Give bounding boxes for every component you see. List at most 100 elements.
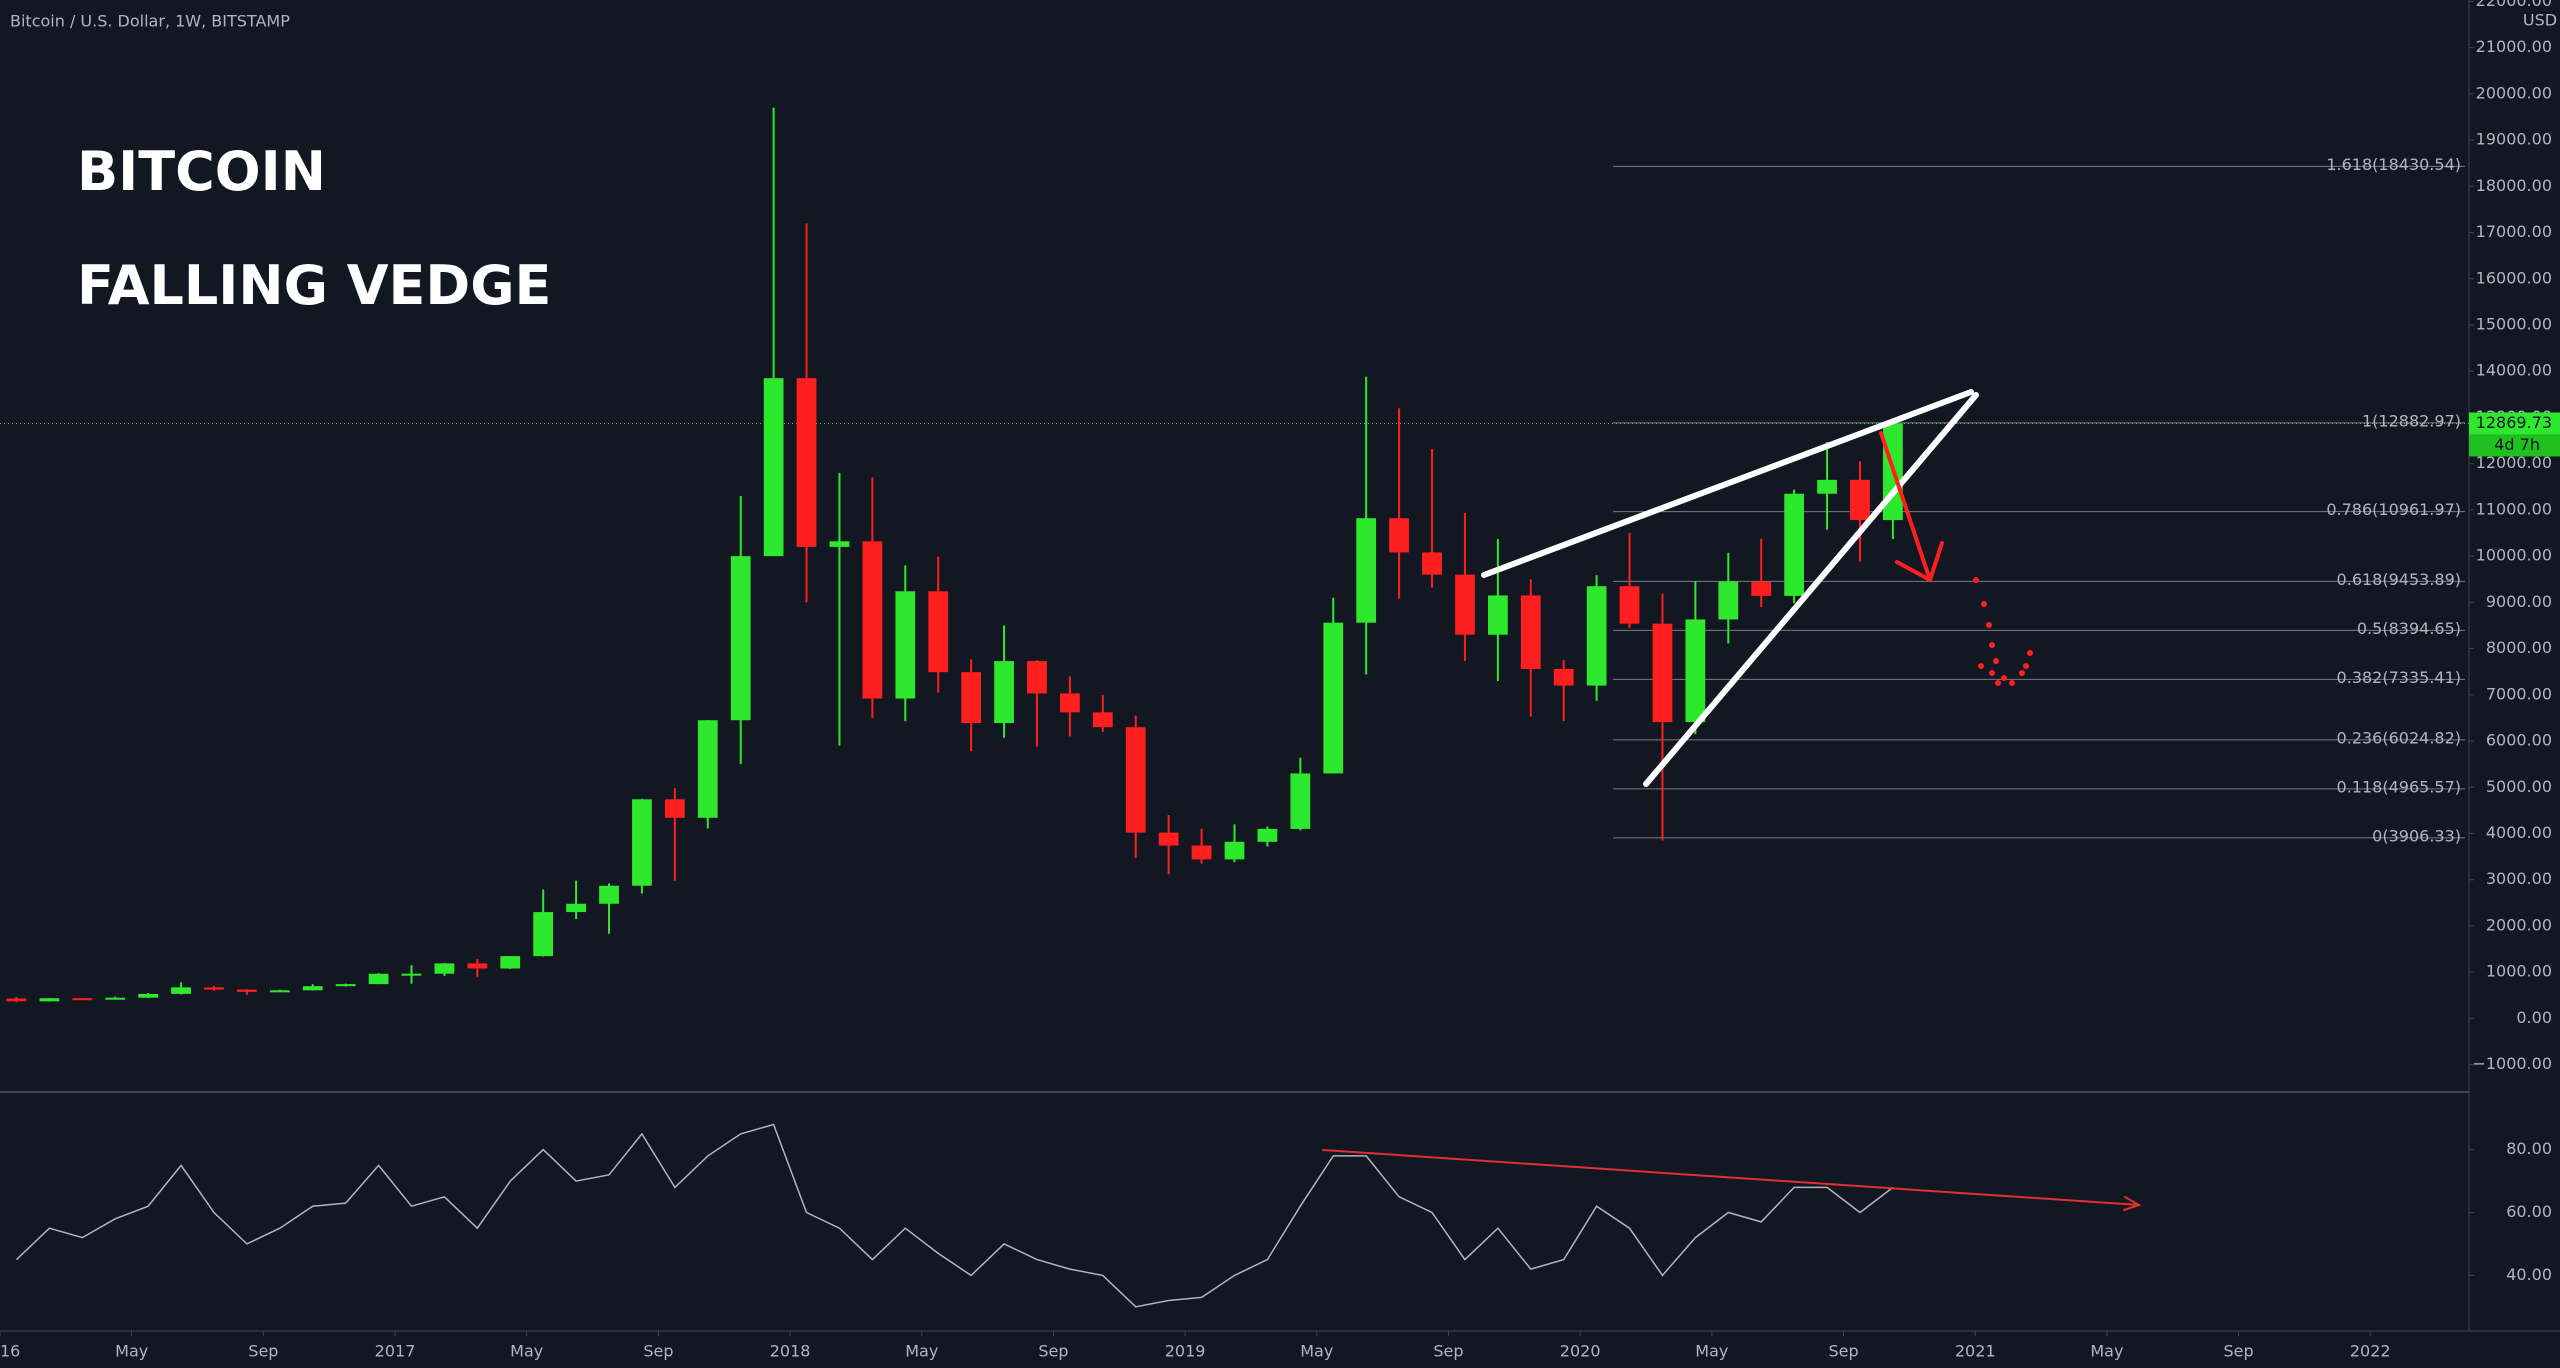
y-tick-label: 15000.00 [2476, 314, 2552, 333]
candle-body [961, 672, 982, 724]
candle-body [1027, 661, 1047, 694]
candle-body [1718, 581, 1739, 620]
candle-body [6, 998, 27, 1002]
y-tick-label: 12000.00 [2476, 453, 2552, 472]
candle-body [1422, 552, 1442, 575]
candle-body [500, 956, 521, 969]
candle-body [730, 556, 751, 721]
x-tick-label: May [905, 1342, 938, 1361]
y-tick-label: 0.00 [2516, 1008, 2552, 1027]
candle-body [533, 912, 554, 957]
candle-body [796, 378, 817, 547]
fib-label: 0.382(7335.41) [2337, 668, 2461, 687]
y-tick-label: 7000.00 [2486, 684, 2552, 703]
x-tick-label: Sep [248, 1342, 278, 1361]
y-tick-label: 2000.00 [2486, 915, 2552, 934]
candle-body [1257, 828, 1278, 842]
candle-body [237, 989, 257, 992]
x-tick-label: 2019 [1165, 1342, 1206, 1361]
fib-label: 0.618(9453.89) [2337, 570, 2461, 589]
candle-body [1487, 595, 1508, 635]
arrow [1879, 431, 1932, 582]
y-tick-label: 18000.00 [2476, 176, 2552, 195]
candle-body [829, 541, 850, 547]
candle-body [697, 720, 718, 818]
fib-label: 0.786(10961.97) [2326, 500, 2461, 519]
candle-body [72, 998, 93, 1001]
dots [1973, 577, 2033, 686]
y-tick-label: 10000.00 [2476, 546, 2552, 565]
candle-body [1224, 841, 1245, 860]
candle-body [1389, 518, 1409, 553]
candle-body [763, 378, 784, 557]
candle-body [599, 885, 619, 904]
y-tick-label: 1000.00 [2486, 962, 2552, 981]
candle-body [1191, 845, 1212, 860]
x-tick-label: 2018 [770, 1342, 811, 1361]
chart-title: Bitcoin / U.S. Dollar, 1W, BITSTAMP [10, 12, 290, 31]
candle-body [566, 903, 586, 913]
trendline [1643, 392, 1979, 787]
candle-body [1060, 693, 1080, 713]
x-tick-label: Sep [2223, 1342, 2253, 1361]
y-tick-label: 19000.00 [2476, 130, 2552, 149]
candle-body [1553, 668, 1574, 686]
candle-body [1586, 586, 1607, 686]
candle-body [335, 984, 356, 987]
candle-body [1158, 832, 1179, 846]
y-tick-label: −1000.00 [2472, 1054, 2552, 1073]
y-tick-label: 5000.00 [2486, 777, 2552, 796]
x-tick-label: 2017 [375, 1342, 416, 1361]
annotation: BITCOIN [77, 140, 326, 203]
fib-label: 0(3906.33) [2372, 826, 2461, 845]
candle-body [1125, 727, 1146, 833]
y-tick-label: 22000.00 [2476, 0, 2552, 10]
annotation: FALLING VEDGE [77, 254, 551, 317]
x-tick-label: Sep [1828, 1342, 1858, 1361]
candle-body [1817, 479, 1837, 494]
y-tick-label: 17000.00 [2476, 222, 2552, 241]
drawings [1322, 389, 2142, 1211]
y-tick-label: 9000.00 [2486, 592, 2552, 611]
rsi-trendline [1322, 1149, 2140, 1206]
y-tick-label: 4000.00 [2486, 823, 2552, 842]
x-tick-label: Sep [643, 1342, 673, 1361]
fib-label: 0.118(4965.57) [2337, 777, 2461, 796]
candle-body [862, 541, 883, 699]
arrow-head [2123, 1196, 2142, 1211]
x-tick-label: May [1695, 1342, 1728, 1361]
candle-body [105, 997, 126, 1000]
fib-label: 0.5(8394.65) [2357, 619, 2461, 638]
last-price-label: 12869.73 [2476, 413, 2552, 432]
countdown: 4d 7h [2494, 435, 2540, 454]
x-tick-label: 2016 [0, 1342, 20, 1361]
x-tick-label: May [510, 1342, 543, 1361]
fib-label: 0.236(6024.82) [2337, 728, 2461, 747]
x-tick-label: 2020 [1560, 1342, 1601, 1361]
candle-body [467, 963, 488, 969]
arrow-head [1895, 541, 1944, 583]
candle-body [1356, 518, 1377, 623]
candle-body [1455, 574, 1475, 635]
candle-body [1685, 619, 1706, 723]
candle-body [1850, 479, 1870, 521]
rsi-tick-label: 80.00 [2506, 1139, 2552, 1158]
fib-label: 1(12882.97) [2362, 411, 2461, 430]
fib-label: 1.618(18430.54) [2326, 155, 2461, 174]
rsi-line [15, 1123, 1894, 1308]
candle-body [302, 986, 323, 991]
candle-body [39, 998, 60, 1002]
y-tick-label: 20000.00 [2476, 83, 2552, 102]
candle-body [434, 963, 455, 974]
y-tick-label: 21000.00 [2476, 37, 2552, 56]
y-tick-label: 3000.00 [2486, 869, 2552, 888]
candle-body [994, 661, 1014, 724]
candle-body [1652, 623, 1673, 723]
y-tick-label: 11000.00 [2476, 499, 2552, 518]
candle-body [1751, 581, 1772, 596]
x-tick-label: May [2090, 1342, 2123, 1361]
currency: USD [2523, 11, 2557, 30]
x-tick-label: 2022 [2350, 1342, 2391, 1361]
trendline [1481, 389, 1974, 578]
